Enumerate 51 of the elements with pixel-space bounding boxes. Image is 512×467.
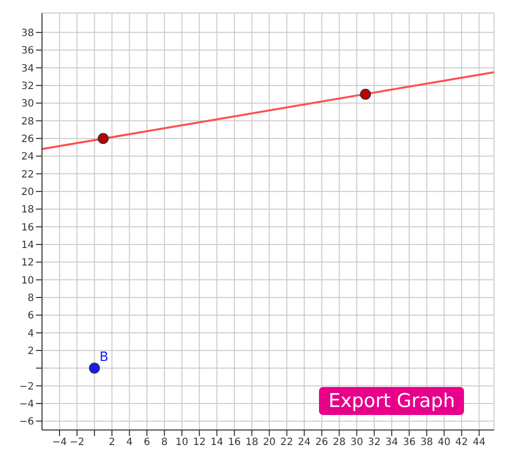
y-tick-label: 8 — [28, 293, 34, 304]
y-tick-label: 2 — [28, 346, 34, 358]
point — [360, 88, 371, 100]
y-tick-label: 4 — [28, 328, 34, 340]
point — [98, 132, 109, 144]
x-tick-label: 44 — [472, 437, 486, 448]
y-tick-label: −2 — [19, 381, 34, 392]
y-tick-label: 32 — [21, 80, 34, 92]
x-tick-label: 32 — [368, 437, 381, 448]
series-label: B — [99, 350, 108, 366]
y-tick-label: −4 — [19, 399, 34, 410]
x-tick-label: 24 — [298, 437, 311, 448]
x-tick-label: −4 — [52, 437, 67, 448]
x-tick-label: 36 — [402, 437, 416, 448]
x-tick-label: 26 — [315, 437, 328, 448]
y-tick-label: 34 — [21, 63, 34, 74]
x-tick-label: 10 — [176, 437, 188, 448]
y-tick-label: 30 — [21, 98, 34, 110]
point — [88, 362, 100, 374]
x-tick-label: 14 — [210, 437, 224, 448]
y-tick-label: 38 — [21, 28, 34, 39]
export-button: Export Graph — [319, 387, 464, 415]
y-tick-label: 12 — [21, 258, 34, 269]
y-tick-label: 22 — [21, 169, 34, 180]
x-tick-label: 16 — [228, 437, 241, 448]
y-tick-label: −6 — [19, 416, 34, 428]
x-tick-label: 30 — [350, 437, 364, 448]
x-tick-label: 40 — [438, 437, 451, 448]
x-tick-label: 22 — [280, 437, 294, 448]
y-tick-label: 28 — [21, 116, 34, 128]
x-tick-label: −2 — [70, 437, 84, 448]
x-tick-label: 8 — [161, 437, 168, 448]
x-tick-label: 20 — [262, 437, 276, 448]
y-tick-label: 18 — [21, 204, 34, 216]
y-tick-label: 26 — [21, 134, 34, 146]
x-tick-label: 12 — [193, 437, 206, 448]
x-tick-label: 42 — [455, 437, 468, 448]
x-tick-label: 28 — [332, 437, 346, 448]
x-tick-label: 4 — [126, 437, 133, 448]
x-tick-label: 18 — [245, 437, 258, 448]
x-tick-label: 38 — [420, 437, 434, 448]
y-tick-label: 36 — [21, 46, 34, 57]
x-tick-label: 6 — [144, 437, 150, 448]
y-tick-label: 16 — [21, 222, 34, 234]
y-tick-label: 24 — [21, 152, 34, 163]
y-tick-label: 10 — [21, 275, 34, 286]
x-tick-label: 34 — [385, 437, 398, 448]
y-tick-label: 20 — [21, 187, 34, 198]
x-tick-label: 2 — [108, 437, 116, 448]
y-tick-label: 14 — [21, 240, 34, 252]
y-tick-label: 6 — [28, 310, 34, 322]
